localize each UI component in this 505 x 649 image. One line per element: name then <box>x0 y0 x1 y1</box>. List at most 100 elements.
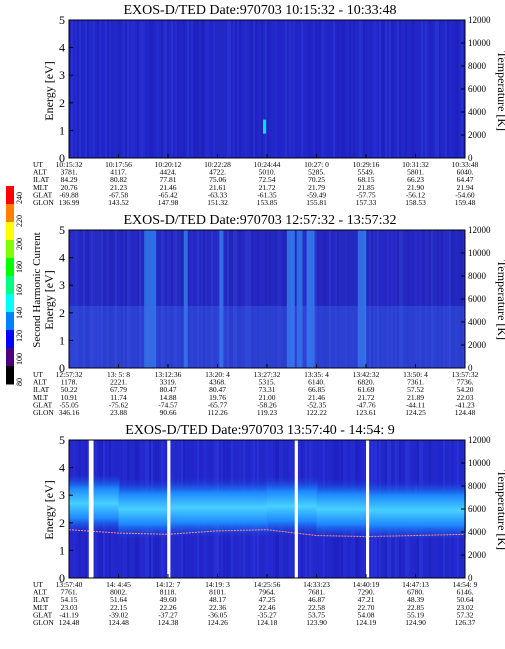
spectrogram-column <box>233 230 235 368</box>
spectrogram-column <box>101 20 103 158</box>
colorbar-tick-label: 200 <box>15 238 24 250</box>
spectrogram-column <box>453 20 455 158</box>
table-row-label: ALT <box>33 168 47 177</box>
y-tick-label-right: 0 <box>468 363 473 373</box>
spectrogram-column <box>175 20 177 158</box>
spectrogram-column <box>255 230 257 368</box>
spectrogram-column <box>245 230 247 368</box>
spectrogram-column <box>167 20 169 158</box>
table-cell: 4424. <box>160 168 177 177</box>
spectrogram-column <box>119 230 121 368</box>
spectrogram-column <box>215 20 217 158</box>
spectrogram-column <box>309 20 311 158</box>
spectrogram-column <box>203 230 205 368</box>
table-cell: 73.31 <box>259 385 276 394</box>
table-cell: 153.85 <box>257 198 278 207</box>
colorbar-swatch <box>6 186 14 205</box>
spectrogram-column <box>427 230 429 368</box>
spectrogram-column <box>425 20 427 158</box>
panel-3-orbit-table: UTALTILATMLTGLATGLON13:57:407761.54.1523… <box>33 580 478 627</box>
spectrogram-column <box>443 20 445 158</box>
y-tick-label-right: 2000 <box>468 550 487 560</box>
spectrogram-column <box>185 20 187 158</box>
table-cell: 6040. <box>457 168 474 177</box>
spectrogram-column <box>239 230 241 368</box>
spectrogram-column <box>87 20 89 158</box>
table-cell: 136.99 <box>59 198 80 207</box>
spectrogram-column <box>369 230 371 368</box>
table-cell: -65.42 <box>158 190 178 199</box>
colorbar-tick-label: 240 <box>15 192 24 204</box>
y-tick-label-left: 5 <box>59 13 65 27</box>
spectrogram-column <box>355 20 357 158</box>
temperature-trace <box>68 529 466 538</box>
panel-2-ylabel-right: Temperature [K] <box>495 260 505 340</box>
table-row-label: ALT <box>33 378 47 387</box>
table-cell: 23.02 <box>457 603 474 612</box>
spectrogram-column <box>385 230 387 368</box>
spectrogram-column <box>437 20 439 158</box>
colorbar-swatch <box>6 330 14 349</box>
y-tick-label-left: 4 <box>59 461 65 475</box>
y-tick-label-left: 1 <box>59 123 65 137</box>
spectrogram-column <box>377 230 379 368</box>
panel-3-title: EXOS-D/TED Date:970703 13:57:40 - 14:54:… <box>125 423 394 438</box>
spectrogram-band <box>144 230 149 368</box>
spectrogram-column <box>429 20 431 158</box>
spectrogram-column <box>407 230 409 368</box>
spectrogram-column <box>381 230 383 368</box>
spectrogram-column <box>203 20 205 158</box>
spectrogram-column <box>397 230 399 368</box>
y-tick-label-left: 3 <box>59 488 65 502</box>
table-row-label: GLAT <box>33 400 53 409</box>
spectrogram-column <box>455 230 457 368</box>
spectrogram-column <box>117 230 119 368</box>
table-row-label: GLAT <box>33 610 53 619</box>
table-cell: 8002. <box>110 588 127 597</box>
spectrogram-column <box>319 20 321 158</box>
spectrogram-column <box>121 230 123 368</box>
spectrogram-column <box>221 20 223 158</box>
spectrogram-column <box>357 230 359 368</box>
spectrogram-column <box>95 20 97 158</box>
table-cell: 1178. <box>61 378 78 387</box>
spectrogram-column <box>383 20 385 158</box>
spectrogram-column <box>259 230 261 368</box>
table-cell: 143.52 <box>108 198 129 207</box>
spectrogram-column <box>265 20 267 158</box>
y-tick-label-right: 8000 <box>468 481 487 491</box>
spectrogram-column <box>223 20 225 158</box>
spectrogram-column <box>345 230 347 368</box>
spectrogram-column <box>419 230 421 368</box>
data-gap <box>294 440 298 578</box>
table-cell: 4368. <box>209 378 226 387</box>
spectrogram-column <box>371 230 373 368</box>
spectrogram-column <box>87 230 89 368</box>
spectrogram-column <box>451 230 453 368</box>
spectrogram-column <box>157 20 159 158</box>
spectrogram-column <box>143 230 145 368</box>
spectrogram-column <box>357 20 359 158</box>
spectrogram-column <box>315 230 317 368</box>
table-cell: -39.02 <box>109 610 129 619</box>
spectrogram-column <box>393 230 395 368</box>
table-cell: 124.26 <box>207 618 228 627</box>
spectrogram-column <box>179 230 181 368</box>
spectrogram-column <box>93 20 95 158</box>
spectrogram-column <box>111 20 113 158</box>
spectrogram-column <box>375 20 377 158</box>
table-row-label: UT <box>33 580 43 589</box>
spectrogram-column <box>285 230 287 368</box>
table-cell: 23.03 <box>61 603 78 612</box>
table-cell: 21.00 <box>259 393 276 402</box>
spectrogram-column <box>439 20 441 158</box>
spectrogram-column <box>403 20 405 158</box>
spectrogram-column <box>231 20 233 158</box>
spectrogram-column <box>109 230 111 368</box>
table-cell: 10:29:16 <box>353 160 380 169</box>
spectrogram-column <box>275 230 277 368</box>
table-cell: 8101. <box>209 588 226 597</box>
table-cell: 6140. <box>308 378 325 387</box>
spectrogram-column <box>441 230 443 368</box>
y-tick-label-right: 6000 <box>468 294 487 304</box>
